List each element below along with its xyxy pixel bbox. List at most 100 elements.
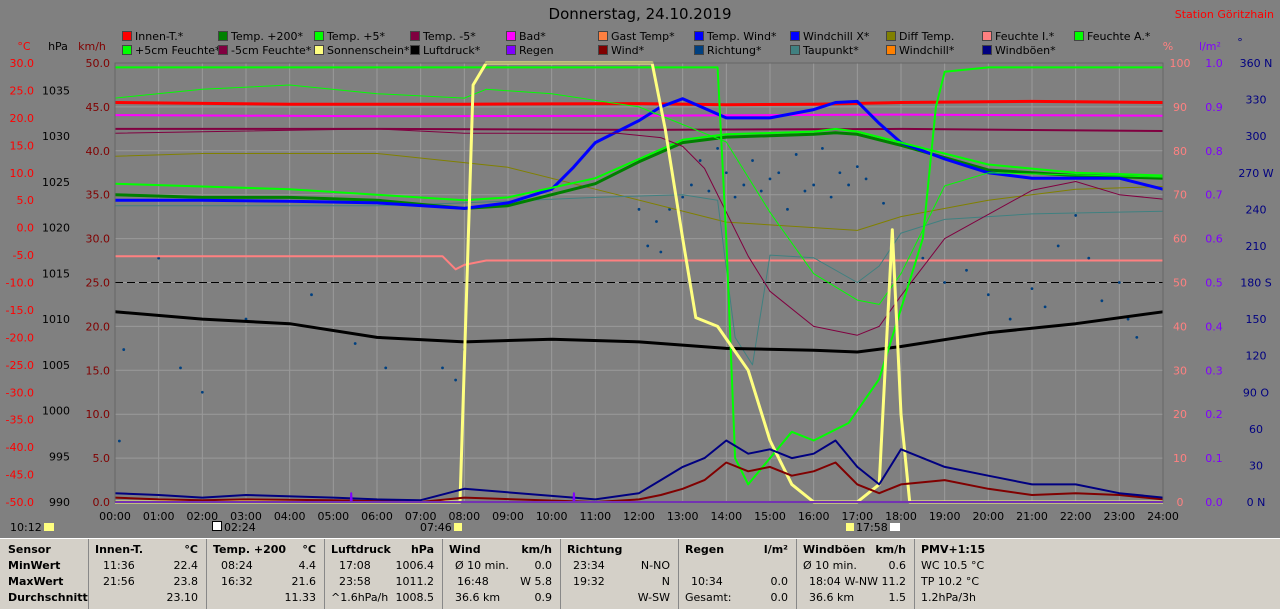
stats-header: Regen bbox=[685, 543, 725, 556]
direction-point bbox=[882, 201, 885, 205]
direction-point bbox=[384, 366, 388, 370]
tick-label-x: 03:00 bbox=[230, 510, 262, 523]
series-line--5cm-feuchte bbox=[114, 128, 1164, 336]
stats-time: 19:32 bbox=[573, 575, 605, 588]
stats-distance: 36.6 km bbox=[455, 591, 501, 604]
direction-point bbox=[847, 183, 850, 187]
tick-label-pct: 80 bbox=[1173, 145, 1187, 158]
tick-label-temp: -25.0 bbox=[6, 359, 34, 372]
tick-label-x: 02:00 bbox=[186, 510, 218, 523]
axis-header-kmh: km/h bbox=[78, 40, 106, 53]
direction-point bbox=[986, 293, 990, 297]
tick-label-lm2: 0.4 bbox=[1205, 320, 1223, 333]
tick-label-hpa: 1025 bbox=[42, 176, 70, 189]
tick-label-x: 00:00 bbox=[99, 510, 131, 523]
tick-label-temp: -40.0 bbox=[6, 441, 34, 454]
stats-row-label: MaxWert bbox=[8, 575, 64, 588]
tick-label-temp: -20.0 bbox=[6, 331, 34, 344]
stats-value: 0.0 bbox=[770, 591, 789, 604]
tick-label-lm2: 0.8 bbox=[1205, 145, 1223, 158]
tick-label-x: 04:00 bbox=[274, 510, 306, 523]
stats-distance: 36.6 km bbox=[809, 591, 855, 604]
tick-label-kmh: 20.0 bbox=[86, 320, 111, 333]
plot-border bbox=[114, 62, 1164, 503]
tick-label-lm2: 0.1 bbox=[1205, 452, 1223, 465]
stats-value: 0.0 bbox=[770, 575, 789, 588]
tick-label-lm2: 0.6 bbox=[1205, 233, 1223, 246]
stats-col-temp200: Temp. +200 °C 08:24 4.4 16:32 21.6 11.33 bbox=[206, 539, 324, 609]
direction-point bbox=[751, 159, 754, 162]
tick-label-pct: 30 bbox=[1173, 364, 1187, 377]
legend-item: Feuchte I.* bbox=[982, 30, 1054, 43]
tick-label-deg: 270 W bbox=[1238, 167, 1273, 180]
stats-time: 10:34 bbox=[691, 575, 723, 588]
direction-point bbox=[637, 207, 641, 211]
legend-swatch bbox=[122, 45, 132, 55]
tick-label-deg: 0 N bbox=[1247, 496, 1266, 509]
stats-header: Innen-T. bbox=[95, 543, 144, 556]
tick-label-deg: 180 S bbox=[1240, 277, 1271, 290]
tick-label-temp: -35.0 bbox=[6, 414, 34, 427]
legend-label: Windböen* bbox=[995, 44, 1056, 57]
stats-trend: ^1.6hPa/h bbox=[331, 591, 389, 604]
tick-label-temp: 10.0 bbox=[10, 167, 35, 180]
tick-label-deg: 60 bbox=[1249, 423, 1263, 436]
chart-area: °C hPa km/h% l/m² ° 30.0 25.0 20.0 15.0 10.0 5.0 0.… bbox=[6, 36, 1274, 523]
tick-label-deg: 150 bbox=[1246, 313, 1267, 326]
direction-point bbox=[707, 189, 711, 193]
tick-label-hpa: 1000 bbox=[42, 405, 70, 418]
direction-point bbox=[1087, 256, 1091, 260]
direction-point bbox=[690, 183, 693, 187]
station-name: Station Göritzhain bbox=[1174, 8, 1274, 21]
series-line-feuchte-i bbox=[115, 255, 1163, 271]
legend-label: Sonnenschein* bbox=[327, 44, 410, 57]
stats-col-regen: Regen l/m² 10:34 0.0 Gesamt: 0.0 bbox=[678, 539, 796, 609]
stats-row-label: MinWert bbox=[8, 559, 61, 572]
tick-label-kmh: 0.0 bbox=[93, 496, 111, 509]
legend-label: +5cm Feuchte* bbox=[135, 44, 221, 57]
moonrise-label: 02:24 bbox=[212, 521, 256, 534]
tick-label-pct: 90 bbox=[1173, 101, 1187, 114]
stats-header: Temp. +200 bbox=[213, 543, 287, 556]
stats-value: 1.5 bbox=[888, 591, 907, 604]
legend-item: Windchill X* bbox=[790, 30, 869, 43]
tick-label-kmh: 25.0 bbox=[86, 277, 111, 290]
direction-point bbox=[655, 220, 658, 223]
tick-label-kmh: 10.0 bbox=[86, 408, 111, 421]
series-line-diff-temp bbox=[114, 153, 1164, 231]
legend-item: Temp. +200* bbox=[218, 30, 303, 43]
stats-value: 1008.5 bbox=[395, 591, 435, 604]
tick-label-deg: 300 bbox=[1246, 130, 1267, 143]
tick-label-temp: -45.0 bbox=[6, 469, 34, 482]
stats-col-innen: Innen-T. °C 11:36 22.4 21:56 23.8 23.10 bbox=[88, 539, 206, 609]
tick-label-pct: 70 bbox=[1173, 189, 1187, 202]
direction-point bbox=[1117, 281, 1121, 284]
legend-item: Diff Temp. bbox=[886, 30, 954, 43]
stats-col-pmv: PMV+1:15 WC 10.5 °C TP 10.2 °C 1.2hPa/3h bbox=[914, 539, 1280, 609]
legend-swatch bbox=[694, 45, 704, 55]
sunrise-label: 07:46 bbox=[420, 521, 462, 534]
stats-total-label: Gesamt: bbox=[685, 591, 732, 604]
tick-label-x: 22:00 bbox=[1060, 510, 1092, 523]
legend-label: Feuchte I.* bbox=[995, 30, 1055, 43]
legend-label: Temp. Wind* bbox=[707, 30, 777, 43]
legend-swatch bbox=[314, 45, 324, 55]
legend-item: Temp. +5* bbox=[314, 30, 385, 43]
direction-point bbox=[1008, 317, 1012, 321]
direction-point bbox=[742, 183, 746, 187]
tick-label-kmh: 5.0 bbox=[93, 452, 111, 465]
tick-label-deg: 210 bbox=[1246, 240, 1267, 253]
stats-time: 11:36 bbox=[103, 559, 135, 572]
tick-label-temp: 30.0 bbox=[10, 57, 35, 70]
stats-value: N bbox=[661, 575, 670, 588]
direction-point bbox=[117, 439, 121, 443]
legend-swatch bbox=[886, 45, 896, 55]
direction-point bbox=[716, 146, 719, 150]
direction-point bbox=[122, 348, 126, 351]
series-line-luftdruck bbox=[114, 310, 1164, 354]
tick-label-kmh: 35.0 bbox=[86, 189, 111, 202]
tick-label-hpa: 1035 bbox=[42, 84, 70, 97]
tick-label-x: 01:00 bbox=[143, 510, 175, 523]
tick-label-temp: 20.0 bbox=[10, 112, 35, 125]
direction-point bbox=[965, 268, 968, 272]
